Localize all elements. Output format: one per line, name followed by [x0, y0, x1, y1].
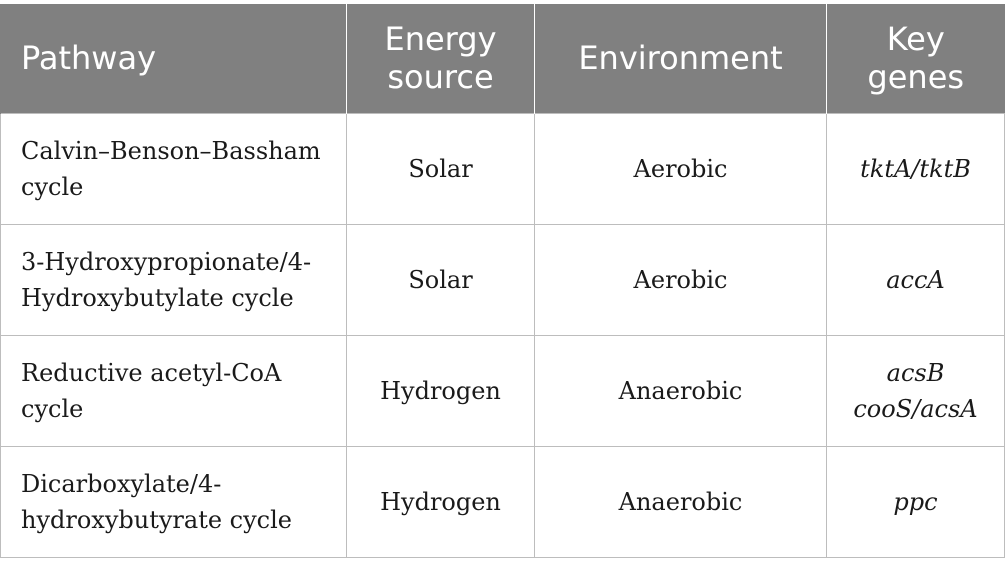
table-row: Dicarboxylate/4- hydroxybutyrate cycle H…: [0, 445, 1005, 558]
key-genes-cell: accA: [826, 223, 1005, 336]
pathway-line1: 3-Hydroxypropionate/4-: [21, 247, 312, 276]
pathway-cell: Reductive acetyl-CoA cycle: [0, 334, 347, 447]
pathway-line2: cycle: [21, 172, 84, 201]
table-header: Pathway Energy source Environment Key ge…: [0, 4, 1005, 113]
environment-cell: Aerobic: [534, 223, 827, 336]
header-genes-line2: genes: [867, 58, 965, 97]
header-genes-line1: Key: [886, 20, 945, 59]
carbon-fixation-pathways-table: Pathway Energy source Environment Key ge…: [0, 4, 1005, 558]
table-row: Reductive acetyl-CoA cycle Hydrogen Anae…: [0, 334, 1005, 447]
genes-line1: accA: [886, 265, 945, 294]
header-pathway-line1: Pathway: [21, 39, 157, 78]
environment-cell: Anaerobic: [534, 334, 827, 447]
table-row: 3-Hydroxypropionate/4- Hydroxybutylate c…: [0, 223, 1005, 336]
key-genes-cell: ppc: [826, 445, 1005, 558]
energy-source-cell: Solar: [346, 112, 535, 225]
header-environment: Environment: [534, 4, 827, 113]
key-genes-cell: tktA/tktB: [826, 112, 1005, 225]
pathway-line2: cycle: [21, 394, 84, 423]
environment-cell: Anaerobic: [534, 445, 827, 558]
pathway-line2: Hydroxybutylate cycle: [21, 283, 294, 312]
pathway-line1: Reductive acetyl-CoA: [21, 358, 282, 387]
pathway-line1: Calvin–Benson–Bassham: [21, 136, 321, 165]
pathway-cell: 3-Hydroxypropionate/4- Hydroxybutylate c…: [0, 223, 347, 336]
key-genes-cell: acsB cooS/acsA: [826, 334, 1005, 447]
genes-line1: tktA/tktB: [860, 154, 971, 183]
genes-line2: cooS/acsA: [853, 394, 978, 423]
header-row: Pathway Energy source Environment Key ge…: [0, 4, 1005, 113]
genes-line1: ppc: [893, 487, 938, 516]
header-energy-source: Energy source: [346, 4, 535, 113]
header-energy-line1: Energy: [384, 20, 497, 59]
pathway-line1: Dicarboxylate/4-: [21, 469, 222, 498]
table-row: Calvin–Benson–Bassham cycle Solar Aerobi…: [0, 112, 1005, 225]
energy-source-cell: Solar: [346, 223, 535, 336]
header-key-genes: Key genes: [826, 4, 1005, 113]
pathway-line2: hydroxybutyrate cycle: [21, 505, 292, 534]
header-environment-line1: Environment: [578, 39, 783, 78]
energy-source-cell: Hydrogen: [346, 334, 535, 447]
pathway-cell: Dicarboxylate/4- hydroxybutyrate cycle: [0, 445, 347, 558]
environment-cell: Aerobic: [534, 112, 827, 225]
genes-line1: acsB: [886, 358, 945, 387]
table-body: Calvin–Benson–Bassham cycle Solar Aerobi…: [0, 112, 1005, 558]
energy-source-cell: Hydrogen: [346, 445, 535, 558]
header-pathway: Pathway: [0, 4, 347, 113]
pathway-cell: Calvin–Benson–Bassham cycle: [0, 112, 347, 225]
header-energy-line2: source: [387, 58, 494, 97]
